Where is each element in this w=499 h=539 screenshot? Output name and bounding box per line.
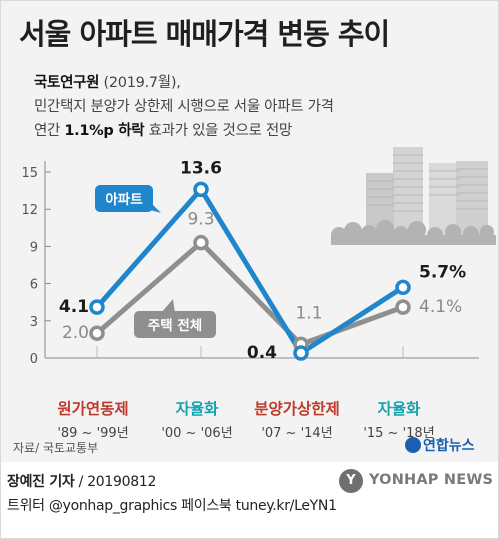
point-housing — [395, 299, 411, 315]
credit-date: / 20190812 — [74, 474, 157, 490]
point-apartment — [89, 299, 105, 315]
legend-pointer-apartment — [147, 199, 161, 213]
credit-name: 장예진 기자 — [7, 474, 75, 490]
point-housing — [89, 325, 105, 341]
data-label-housing: 2.0 — [62, 323, 89, 343]
subtitle-line-3-post: 효과가 있을 것으로 전망 — [144, 123, 293, 139]
page-title: 서울 아파트 매매가격 변동 추이 — [19, 17, 390, 51]
yonhap-watermark: Y YONHAP NEWS — [339, 469, 495, 495]
subtitle-org: 국토연구원 — [34, 75, 100, 91]
subtitle-line-1: 국토연구원 (2019.7월), — [34, 71, 181, 92]
watermark-icon: Y — [339, 469, 363, 493]
yonhap-logo-icon — [405, 437, 421, 453]
category-label: 자율화 — [176, 399, 220, 418]
category-period: '07 ~ '14년 — [261, 426, 332, 441]
series-line-apartment — [95, 186, 405, 356]
data-label-housing: 9.3 — [187, 210, 214, 230]
legend-box-apartment — [95, 185, 153, 212]
subtitle-line-2: 민간택지 분양가 상한제 시행으로 서울 아파트 가격 — [34, 99, 334, 115]
social-line: 트위터 @yonhap_graphics 페이스북 tuney.kr/LeYN1 — [7, 498, 337, 514]
subtitle-line-3-pre: 연간 — [34, 123, 65, 139]
credit-line: 장예진 기자 / 20190812 — [7, 471, 156, 491]
data-label-housing: 4.1% — [419, 297, 462, 317]
data-label-apartment: 13.6 — [180, 158, 222, 178]
point-apartment — [293, 345, 309, 361]
y-tick-label: 15 — [21, 166, 38, 181]
yonhap-logo-text: 연합뉴스 — [423, 438, 475, 454]
point-apartment — [193, 181, 209, 198]
category-label: 원가연동제 — [57, 400, 128, 418]
category-period: '89 ~ '99년 — [57, 426, 128, 441]
y-tick-label: 6 — [30, 278, 38, 293]
point-apartment — [395, 279, 411, 296]
category-label: 자율화 — [378, 399, 422, 418]
legend-label-housing: 주택 전체 — [148, 317, 202, 334]
legend-box-housing — [134, 311, 216, 338]
subtitle-date: (2019.7월), — [99, 75, 181, 91]
data-label-apartment: 0.4 — [247, 343, 277, 363]
watermark-text: YONHAP NEWS — [369, 472, 494, 488]
data-label-apartment: 5.7% — [419, 262, 466, 282]
line-chart: 15 12 9 6 3 0 4.1 13.6 0.4 5.7% 2.0 9.3 1.1 4.1% 아파트주택… — [21, 147, 496, 441]
point-housing — [193, 234, 209, 251]
source-note: 자료/ 국토교통부 — [13, 441, 99, 455]
apartment-buildings-illustration — [331, 147, 496, 245]
y-tick-label: 3 — [30, 315, 38, 330]
y-tick-label: 9 — [30, 240, 38, 255]
yonhap-logo: 연합뉴스 — [405, 435, 475, 455]
category-period: '00 ~ '06년 — [161, 426, 232, 441]
y-tick-label: 12 — [21, 203, 38, 218]
series-line-housing — [95, 240, 404, 347]
subtitle-line-3-highlight: 1.1%p 하락 — [64, 123, 145, 139]
category-label: 분양가상한제 — [254, 399, 340, 418]
legend-label-apartment: 아파트 — [105, 191, 143, 208]
data-label-apartment: 4.1 — [59, 297, 89, 317]
subtitle-line-3: 연간 1.1%p 하락 효과가 있을 것으로 전망 — [34, 119, 292, 140]
legend-pointer-housing — [161, 299, 175, 313]
y-tick-label: 0 — [30, 352, 38, 367]
data-label-housing: 1.1 — [295, 303, 322, 323]
